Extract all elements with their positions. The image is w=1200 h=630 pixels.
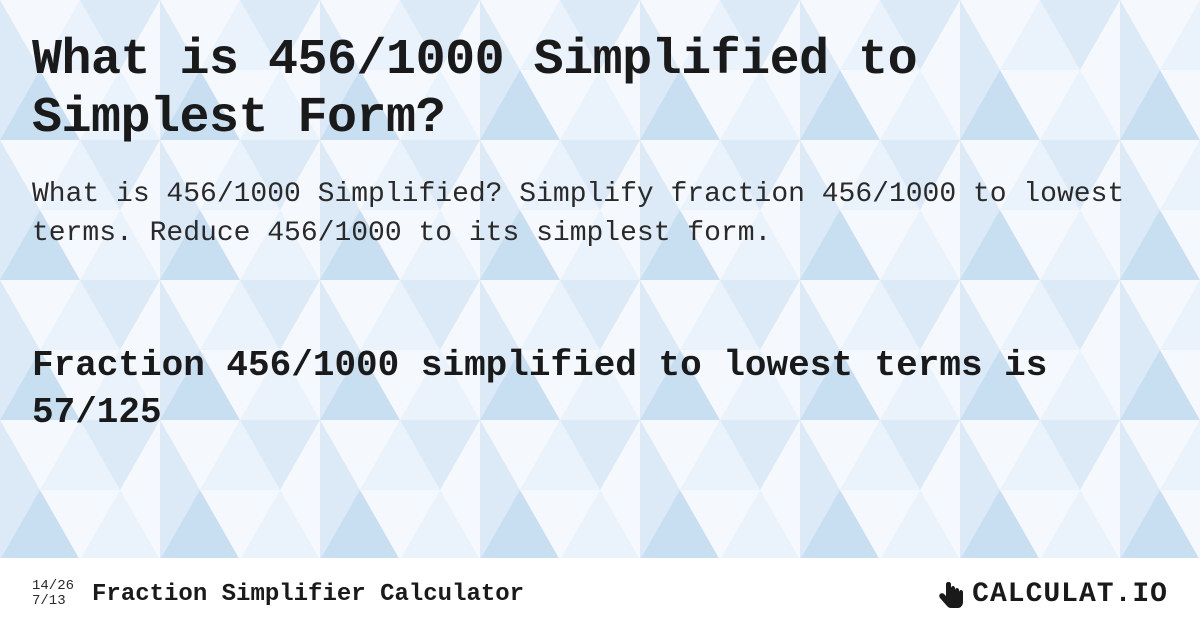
hand-pointer-icon <box>936 578 968 610</box>
page-title: What is 456/1000 Simplified to Simplest … <box>32 32 1168 147</box>
fraction-top: 14/26 <box>32 579 74 594</box>
result-text: Fraction 456/1000 simplified to lowest t… <box>32 343 1168 437</box>
footer-right: CALCULAT.IO <box>936 578 1168 610</box>
brand-text: CALCULAT.IO <box>972 579 1168 610</box>
page-description: What is 456/1000 Simplified? Simplify fr… <box>32 175 1168 253</box>
tool-name: Fraction Simplifier Calculator <box>92 581 524 608</box>
content-area: What is 456/1000 Simplified to Simplest … <box>0 0 1200 630</box>
fraction-icon: 14/26 7/13 <box>32 579 74 610</box>
fraction-bottom: 7/13 <box>32 594 74 609</box>
footer-bar: 14/26 7/13 Fraction Simplifier Calculato… <box>0 558 1200 630</box>
footer-left: 14/26 7/13 Fraction Simplifier Calculato… <box>32 579 524 610</box>
